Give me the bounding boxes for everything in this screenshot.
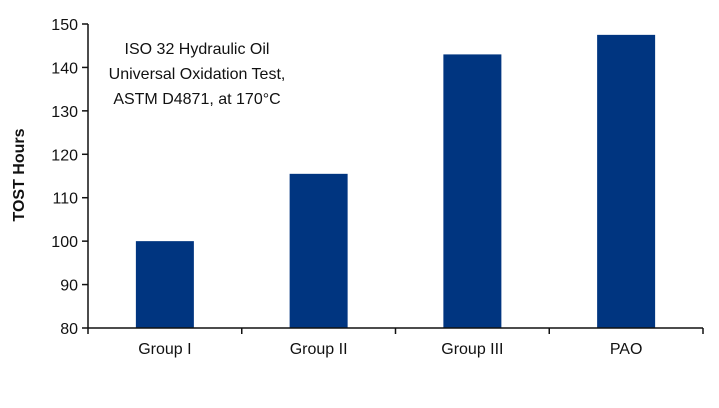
y-axis-title: TOST Hours <box>11 128 28 221</box>
y-axis: 80 90 100 110 120 130 140 150 <box>51 17 89 338</box>
bar-group-iii <box>443 54 502 329</box>
x-axis: Group I Group II Group III PAO <box>87 327 704 358</box>
annotation-line-2: Universal Oxidation Test, <box>109 66 286 83</box>
x-tick-label: PAO <box>610 341 643 358</box>
y-tick-label: 150 <box>51 17 78 34</box>
y-tick-label: 90 <box>60 278 78 295</box>
annotation-line-1: ISO 32 Hydraulic Oil <box>125 41 270 58</box>
y-tick-label: 120 <box>51 147 78 164</box>
chart-annotation: ISO 32 Hydraulic Oil Universal Oxidation… <box>109 41 286 108</box>
bar-group-i <box>135 241 194 328</box>
y-tick-label: 140 <box>51 60 78 77</box>
x-tick-label: Group I <box>138 341 191 358</box>
annotation-line-3: ASTM D4871, at 170°C <box>113 91 280 108</box>
bar-pao <box>597 34 656 328</box>
x-tick-label: Group III <box>441 341 503 358</box>
y-tick-label: 100 <box>51 234 78 251</box>
x-tick-label: Group II <box>290 341 348 358</box>
y-tick-label: 110 <box>52 191 78 208</box>
y-tick-label: 130 <box>51 104 78 121</box>
y-tick-label: 80 <box>60 321 78 338</box>
bars-group <box>135 34 656 329</box>
bar-group-ii <box>289 173 348 328</box>
